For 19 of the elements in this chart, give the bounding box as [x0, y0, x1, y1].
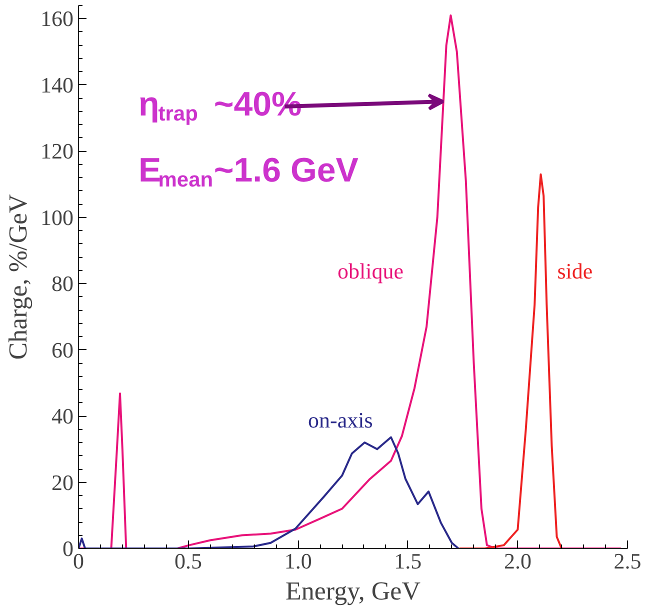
x-tick-label: 2.5 [614, 548, 642, 574]
y-tick-label: 140 [40, 72, 74, 98]
y-tick-label: 60 [52, 337, 74, 362]
x-tick-label: 0.5 [174, 548, 202, 574]
series-label: side [557, 258, 593, 284]
series-label: oblique [338, 258, 404, 284]
x-axis-title: Energy, GeV [285, 576, 421, 606]
y-tick-label: 40 [52, 404, 74, 429]
y-tick-label: 160 [40, 6, 74, 32]
y-tick-label: 120 [40, 138, 74, 164]
x-tick-label: 1.5 [394, 548, 422, 574]
line-series [78, 436, 460, 548]
y-tick-label: 100 [40, 204, 74, 230]
series-label: on-axis [308, 408, 373, 433]
y-axis-title: Charge, %/GeV [4, 194, 32, 360]
y-tick-label: 80 [52, 271, 74, 296]
x-tick-label: 2.0 [504, 548, 532, 574]
x-tick-label: 1.0 [284, 548, 312, 574]
y-tick-label: 20 [52, 470, 74, 495]
